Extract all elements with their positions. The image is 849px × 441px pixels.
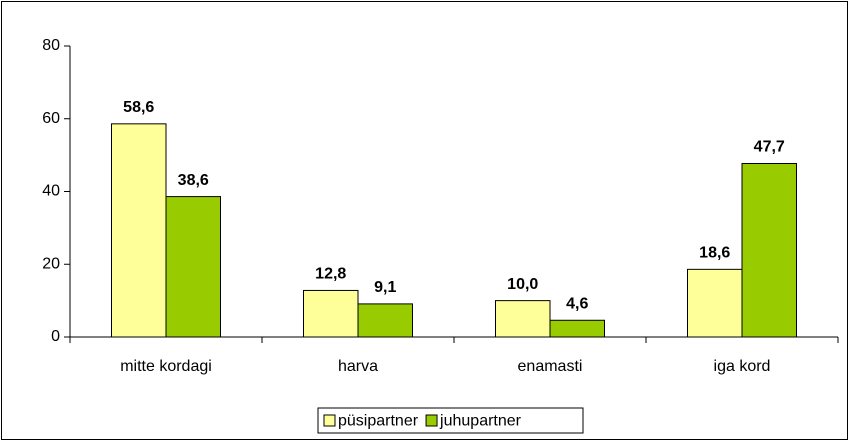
legend-box [317, 407, 584, 434]
bar [303, 289, 359, 338]
x-tick-label: harva [338, 358, 378, 375]
data-label: 10,0 [507, 276, 538, 293]
bar [549, 319, 605, 338]
data-label: 4,6 [566, 295, 588, 312]
bar [495, 300, 551, 338]
y-tick-label: 60 [42, 110, 60, 127]
y-tick-label: 80 [42, 37, 60, 54]
bar [741, 162, 797, 338]
data-label: 47,7 [754, 139, 785, 156]
data-label: 38,6 [178, 172, 209, 189]
data-label: 18,6 [699, 245, 730, 262]
x-tick-label: mitte kordagi [120, 358, 212, 375]
data-label: 58,6 [123, 99, 154, 116]
data-label: 12,8 [315, 266, 346, 283]
y-tick-label: 20 [42, 255, 60, 272]
legend-label: juhupartner [439, 413, 522, 430]
legend-swatch [425, 414, 438, 427]
y-tick-label: 0 [51, 328, 60, 345]
y-tick-label: 40 [42, 183, 60, 200]
legend-label: püsipartner [338, 413, 419, 430]
bar [111, 123, 167, 338]
bar [357, 303, 413, 338]
x-tick-label: enamasti [518, 358, 583, 375]
data-label: 9,1 [374, 279, 396, 296]
x-tick-label: iga kord [714, 358, 771, 375]
bar [687, 268, 743, 338]
bar [165, 196, 221, 338]
legend-swatch [323, 414, 336, 427]
